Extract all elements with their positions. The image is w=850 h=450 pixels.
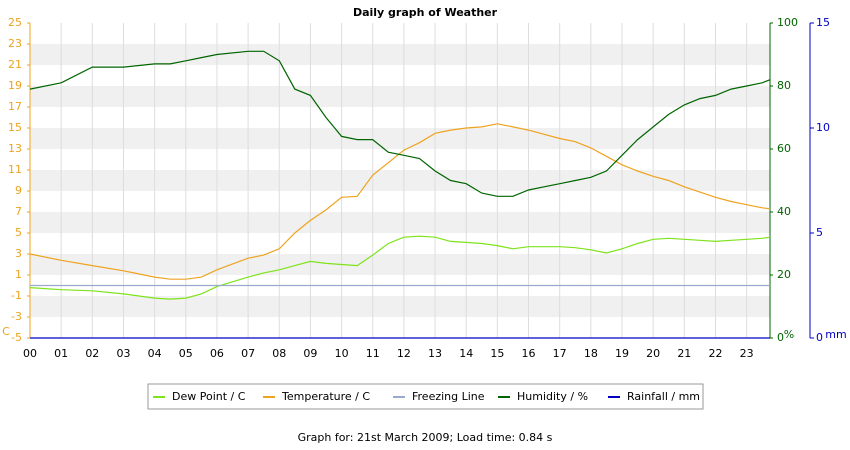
x-tick-label: 07	[241, 347, 255, 360]
series-line	[29, 123, 771, 280]
x-tick-label: 00	[23, 347, 37, 360]
y-tick-label: -1	[11, 289, 22, 302]
grid-band	[30, 86, 770, 107]
x-tick-label: 11	[366, 347, 380, 360]
legend-label: Dew Point / C	[172, 390, 246, 403]
y-tick-label: 11	[8, 163, 22, 176]
x-tick-label: 15	[490, 347, 504, 360]
y-tick-label: 1	[15, 268, 22, 281]
x-tick-label: 01	[54, 347, 68, 360]
y-tick-label: 17	[8, 100, 22, 113]
plot-background	[30, 23, 770, 338]
y3-tick-label: 15	[816, 16, 830, 29]
x-tick-label: 17	[553, 347, 567, 360]
y3-tick-label: 0	[816, 331, 823, 344]
x-tick-label: 08	[272, 347, 286, 360]
x-tick-label: 09	[303, 347, 317, 360]
grid-band	[30, 44, 770, 65]
footer: Graph for: 21st March 2009; Load time: 0…	[298, 431, 553, 444]
x-tick-label: 03	[116, 347, 130, 360]
y2-tick-label: 40	[777, 205, 791, 218]
x-tick-label: 19	[615, 347, 629, 360]
series-line	[29, 50, 771, 197]
x-tick-label: 10	[335, 347, 349, 360]
legend-label: Rainfall / mm	[627, 390, 700, 403]
y-tick-label: -3	[11, 310, 22, 323]
y-axis-label: C	[2, 325, 10, 338]
legend: Dew Point / C Temperature / C Freezing Lin…	[147, 383, 704, 410]
legend-label: Freezing Line	[412, 390, 485, 403]
x-tick-label: 05	[179, 347, 193, 360]
chart-title: Daily graph of Weather	[353, 6, 498, 19]
x-tick-label: 21	[677, 347, 691, 360]
y2-tick-label: 20	[777, 268, 791, 281]
x-tick-label: 18	[584, 347, 598, 360]
y2-tick-label: 100	[777, 16, 798, 29]
y-tick-label: 21	[8, 58, 22, 71]
y-tick-label: 5	[15, 226, 22, 239]
y-tick-label: 15	[8, 121, 22, 134]
x-tick-label: 12	[397, 347, 411, 360]
y-tick-label: 25	[8, 16, 22, 29]
y2-axis-label: %	[784, 328, 794, 341]
x-tick-label: 14	[459, 347, 473, 360]
x-tick-label: 20	[646, 347, 660, 360]
y-tick-label: 19	[8, 79, 22, 92]
x-tick-label: 16	[522, 347, 536, 360]
y-tick-label: 3	[15, 247, 22, 260]
y2-tick-label: 80	[777, 79, 791, 92]
y-tick-label: -5	[11, 331, 22, 344]
series-line	[29, 235, 771, 300]
grid-band	[30, 212, 770, 233]
legend-label: Humidity / %	[517, 390, 588, 403]
y3-axis-label: mm	[825, 328, 846, 341]
x-tick-label: 13	[428, 347, 442, 360]
legend-label: Temperature / C	[281, 390, 370, 403]
y-tick-label: 9	[15, 184, 22, 197]
x-tick-label: 06	[210, 347, 224, 360]
grid-band	[30, 128, 770, 149]
x-tick-label: 02	[85, 347, 99, 360]
grid-band	[30, 254, 770, 275]
y2-tick-label: 60	[777, 142, 791, 155]
y3-tick-label: 10	[816, 121, 830, 134]
y3-tick-label: 5	[816, 226, 823, 239]
y-tick-label: 7	[15, 205, 22, 218]
y-tick-label: 23	[8, 37, 22, 50]
y2-tick-label: 0	[777, 331, 784, 344]
x-tick-label: 23	[740, 347, 754, 360]
y-tick-label: 13	[8, 142, 22, 155]
grid-band	[30, 170, 770, 191]
grid-band	[30, 296, 770, 317]
x-tick-label: 04	[148, 347, 162, 360]
x-tick-label: 22	[708, 347, 722, 360]
